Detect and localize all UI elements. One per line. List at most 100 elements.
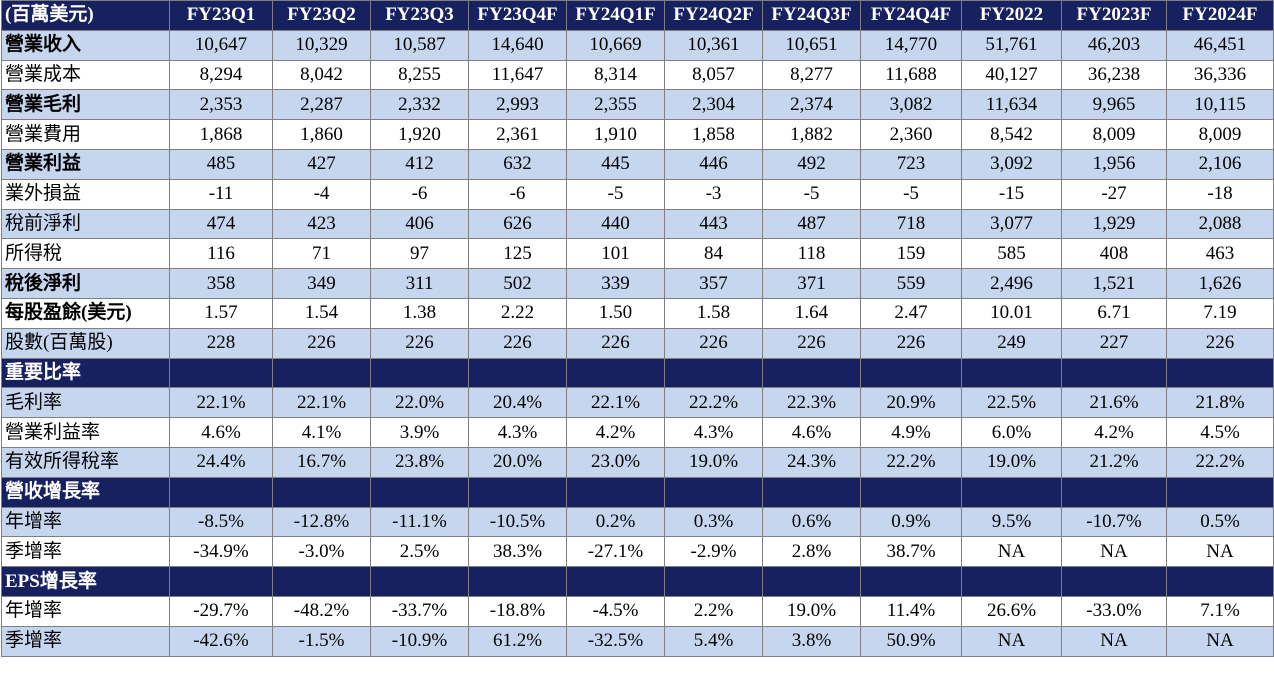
value-cell: 16.7% — [272, 446, 371, 478]
value-cell: 36,336 — [1166, 59, 1274, 91]
value-cell: 11.4% — [860, 595, 962, 627]
value-cell: 226 — [1166, 327, 1274, 359]
section-empty-cell — [664, 476, 763, 508]
value-cell: 23.8% — [370, 446, 469, 478]
value-cell: 311 — [370, 268, 469, 299]
column-header: FY24Q1F — [566, 0, 665, 31]
value-cell: 8,314 — [566, 59, 665, 91]
value-cell: 22.2% — [1166, 446, 1274, 478]
value-cell: 6.71 — [1061, 297, 1167, 329]
value-cell: 4.2% — [1061, 417, 1167, 448]
value-cell: -10.7% — [1061, 506, 1167, 538]
section-empty-cell — [1166, 357, 1274, 389]
value-cell: 412 — [370, 148, 469, 180]
value-cell: 2.2% — [664, 595, 763, 627]
row-label: 營業利益率 — [1, 417, 170, 448]
value-cell: -3.0% — [272, 536, 371, 568]
value-cell: -6 — [468, 178, 567, 210]
value-cell: 446 — [664, 148, 763, 180]
value-cell: 23.0% — [566, 446, 665, 478]
value-cell: 427 — [272, 148, 371, 180]
value-cell: 2,361 — [468, 119, 567, 150]
value-cell: 423 — [272, 208, 371, 240]
value-cell: 10,647 — [169, 29, 273, 61]
value-cell: 632 — [468, 148, 567, 180]
table-row: 營業毛利 2,353 2,287 2,332 2,993 2,355 2,304 2,374 3… — [1, 89, 1274, 121]
value-cell: 2,287 — [272, 89, 371, 121]
table-row: 營業收入 10,647 10,329 10,587 14,640 10,669 10,361… — [1, 29, 1274, 61]
value-cell: -18 — [1166, 178, 1274, 210]
row-label: 季增率 — [1, 625, 170, 657]
value-cell: -12.8% — [272, 506, 371, 538]
table-row: 所得稅 116 71 97 125 101 84 118 159 585 408 463 — [1, 238, 1274, 270]
value-cell: 20.4% — [468, 387, 567, 419]
value-cell: 559 — [860, 268, 962, 299]
value-cell: 11,634 — [961, 89, 1062, 121]
section-empty-cell — [664, 566, 763, 597]
financial-forecast-table: (百萬美元) FY23Q1 FY23Q2 FY23Q3 FY23Q4F FY24… — [1, 0, 1274, 657]
section-empty-cell — [762, 357, 861, 389]
value-cell: -18.8% — [468, 595, 567, 627]
value-cell: 2,355 — [566, 89, 665, 121]
section-empty-cell — [566, 476, 665, 508]
section-title: 營收增長率 — [1, 476, 170, 508]
section-empty-cell — [664, 357, 763, 389]
table-row: 營業成本 8,294 8,042 8,255 11,647 8,314 8,057 8,277… — [1, 59, 1274, 91]
row-label: 股數(百萬股) — [1, 327, 170, 359]
row-label: 年增率 — [1, 506, 170, 538]
value-cell: -27.1% — [566, 536, 665, 568]
value-cell: -42.6% — [169, 625, 273, 657]
value-cell: 10,651 — [762, 29, 861, 61]
value-cell: 11,647 — [468, 59, 567, 91]
value-cell: 8,042 — [272, 59, 371, 91]
table-row: 營業利益率 4.6% 4.1% 3.9% 4.3% 4.2% 4.3% 4.6% 4.9% 6.0… — [1, 417, 1274, 448]
value-cell: 2,993 — [468, 89, 567, 121]
value-cell: -5 — [762, 178, 861, 210]
value-cell: 38.7% — [860, 536, 962, 568]
value-cell: 46,203 — [1061, 29, 1167, 61]
table-row: 業外損益 -11 -4 -6 -6 -5 -3 -5 -5 -15 -27 -18 — [1, 178, 1274, 210]
value-cell: 226 — [566, 327, 665, 359]
row-label: 有效所得稅率 — [1, 446, 170, 478]
value-cell: 1,882 — [762, 119, 861, 150]
row-label: 稅前淨利 — [1, 208, 170, 240]
table-row: 營業費用 1,868 1,860 1,920 2,361 1,910 1,858 1,882 2… — [1, 119, 1274, 150]
value-cell: 226 — [762, 327, 861, 359]
value-cell: 485 — [169, 148, 273, 180]
value-cell: -4 — [272, 178, 371, 210]
value-cell: 24.3% — [762, 446, 861, 478]
value-cell: -27 — [1061, 178, 1167, 210]
value-cell: 22.5% — [961, 387, 1062, 419]
value-cell: 585 — [961, 238, 1062, 270]
value-cell: -15 — [961, 178, 1062, 210]
section-empty-cell — [1061, 566, 1167, 597]
section-empty-cell — [1061, 476, 1167, 508]
value-cell: -32.5% — [566, 625, 665, 657]
value-cell: 50.9% — [860, 625, 962, 657]
row-label: 所得稅 — [1, 238, 170, 270]
table-row: 有效所得稅率 24.4% 16.7% 23.8% 20.0% 23.0% 19.0% 24.3… — [1, 446, 1274, 478]
value-cell: NA — [961, 625, 1062, 657]
value-cell: 21.6% — [1061, 387, 1167, 419]
value-cell: 19.0% — [762, 595, 861, 627]
value-cell: 10,329 — [272, 29, 371, 61]
value-cell: 26.6% — [961, 595, 1062, 627]
value-cell: 4.1% — [272, 417, 371, 448]
value-cell: 3,082 — [860, 89, 962, 121]
value-cell: 226 — [468, 327, 567, 359]
value-cell: 1,860 — [272, 119, 371, 150]
value-cell: 8,294 — [169, 59, 273, 91]
value-cell: 1,920 — [370, 119, 469, 150]
table-body: 營業收入 10,647 10,329 10,587 14,640 10,669 10,361… — [1, 29, 1274, 657]
value-cell: 408 — [1061, 238, 1167, 270]
column-header: FY24Q4F — [860, 0, 962, 31]
value-cell: 226 — [272, 327, 371, 359]
value-cell: 10,115 — [1166, 89, 1274, 121]
value-cell: 38.3% — [468, 536, 567, 568]
column-header: FY24Q3F — [762, 0, 861, 31]
row-label: 季增率 — [1, 536, 170, 568]
value-cell: 339 — [566, 268, 665, 299]
value-cell: NA — [961, 536, 1062, 568]
value-cell: 10,669 — [566, 29, 665, 61]
value-cell: 22.1% — [566, 387, 665, 419]
